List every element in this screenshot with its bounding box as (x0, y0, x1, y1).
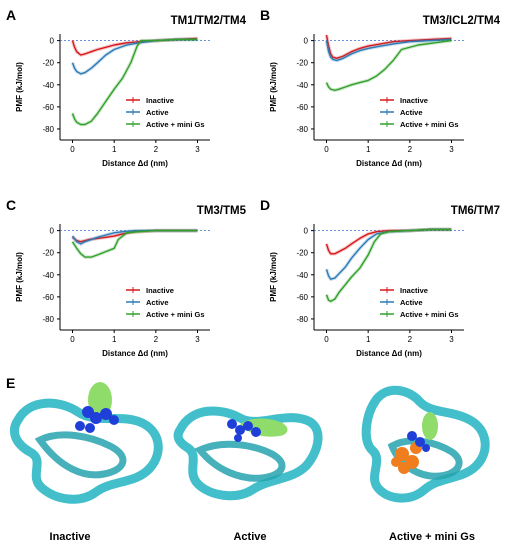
series-line-2 (71, 229, 198, 258)
backbone-inner (34, 431, 127, 479)
panel-a: A TM1/TM2/TM4 0 -20 -40 -60 -80 0 1 2 3 Distance Δd… (6, 7, 247, 168)
x-tick-label: 1 (366, 335, 371, 344)
x-axis-label: Distance Δd (nm) (102, 349, 168, 358)
series-line-2 (325, 39, 452, 92)
y-tick-label: -40 (296, 81, 308, 90)
x-tick-label: 0 (70, 145, 75, 154)
panel-c: C TM3/TM5 0 -20 -40 -60 -80 0 1 2 3 Distance Δd (nm… (6, 197, 247, 358)
backbone-surface (173, 406, 323, 501)
x-tick-label: 0 (70, 335, 75, 344)
x-tick-label: 3 (195, 335, 200, 344)
x-axis-label: Distance Δd (nm) (102, 159, 168, 168)
highlight-residues (75, 406, 119, 433)
y-tick-label: -80 (42, 315, 54, 324)
panel-title: TM3/TM5 (197, 205, 247, 217)
panel-title: TM1/TM2/TM4 (171, 15, 247, 27)
x-tick-label: 3 (195, 145, 200, 154)
y-tick-label: -80 (296, 125, 308, 134)
legend-label: Active (146, 298, 169, 307)
panel-b: B TM3/ICL2/TM4 0 -20 -40 -60 -80 0 1 2 3 Distance Δ… (260, 7, 501, 168)
y-tick-label: -60 (42, 103, 54, 112)
x-tick-label: 2 (408, 145, 413, 154)
series-line-2 (71, 38, 198, 126)
y-tick-label: -40 (296, 271, 308, 280)
y-tick-label: 0 (50, 37, 55, 46)
y-tick-label: -20 (42, 249, 54, 258)
x-tick-label: 2 (154, 145, 159, 154)
x-tick-label: 0 (324, 335, 329, 344)
x-tick-label: 1 (112, 145, 117, 154)
backbone-surface (361, 385, 490, 503)
legend-label: Inactive (400, 96, 428, 105)
y-axis-label: PMF (kJ/mol) (15, 252, 24, 302)
legend-label: Active (400, 298, 423, 307)
y-tick-label: -60 (296, 103, 308, 112)
y-tick-label: -60 (296, 293, 308, 302)
y-axis-label: PMF (kJ/mol) (15, 62, 24, 112)
legend-label: Inactive (400, 286, 428, 295)
x-tick-label: 3 (449, 335, 454, 344)
panel-title: TM6/TM7 (451, 205, 500, 217)
series-error-band-1 (324, 227, 452, 281)
panel-title: TM3/ICL2/TM4 (423, 15, 501, 27)
panel-e-letter: E (6, 375, 15, 391)
structure-active (173, 406, 323, 501)
series-line-1 (325, 38, 452, 62)
panel-letter: A (6, 7, 16, 23)
x-tick-label: 1 (366, 145, 371, 154)
x-tick-label: 2 (154, 335, 159, 344)
backbone-surface (10, 398, 163, 504)
panel-letter: B (260, 7, 270, 23)
y-tick-label: -80 (42, 125, 54, 134)
y-tick-label: -20 (296, 249, 308, 258)
label-active: Active (233, 531, 266, 543)
y-tick-label: 0 (304, 37, 309, 46)
y-tick-label: 0 (304, 227, 309, 236)
y-tick-label: -80 (296, 315, 308, 324)
y-axis-label: PMF (kJ/mol) (269, 62, 278, 112)
highlight-residues (227, 419, 261, 442)
x-tick-label: 1 (112, 335, 117, 344)
panel-letter: D (260, 197, 270, 213)
x-axis-label: Distance Δd (nm) (356, 159, 422, 168)
legend-label: Inactive (146, 286, 174, 295)
legend-label: Inactive (146, 96, 174, 105)
series-line-1 (325, 228, 452, 280)
label-inactive: Inactive (50, 531, 91, 543)
series-error-band-2 (71, 228, 198, 259)
legend-label: Active + mini Gs (146, 120, 205, 129)
y-tick-label: -20 (296, 59, 308, 68)
y-tick-label: -40 (42, 81, 54, 90)
y-tick-label: -40 (42, 271, 54, 280)
y-axis-label: PMF (kJ/mol) (269, 252, 278, 302)
x-tick-label: 2 (408, 335, 413, 344)
ligand-blob (422, 412, 438, 440)
x-tick-label: 0 (324, 145, 329, 154)
pmf-charts: A TM1/TM2/TM4 0 -20 -40 -60 -80 0 1 2 3 Distance Δd… (6, 7, 501, 358)
panel-d: D TM6/TM7 0 -20 -40 -60 -80 0 1 2 3 Distance Δd (nm… (260, 197, 500, 358)
legend-label: Active (146, 108, 169, 117)
structure-inactive (10, 382, 163, 504)
legend-label: Active + mini Gs (400, 310, 459, 319)
series-line-2 (325, 228, 452, 302)
x-tick-label: 3 (449, 145, 454, 154)
legend-label: Active + mini Gs (146, 310, 205, 319)
y-tick-label: 0 (50, 227, 55, 236)
y-tick-label: -20 (42, 59, 54, 68)
legend-label: Active (400, 108, 423, 117)
y-tick-label: -60 (42, 293, 54, 302)
panel-e-structures: E (6, 375, 490, 543)
highlight-residues (407, 431, 430, 452)
label-active-mini-gs: Active + mini Gs (389, 531, 475, 543)
backbone-inner (194, 440, 286, 482)
panel-letter: C (6, 197, 16, 213)
series-line-0 (325, 34, 452, 59)
x-axis-label: Distance Δd (nm) (356, 349, 422, 358)
structure-active-mini-gs (361, 385, 490, 503)
legend-label: Active + mini Gs (400, 120, 459, 129)
